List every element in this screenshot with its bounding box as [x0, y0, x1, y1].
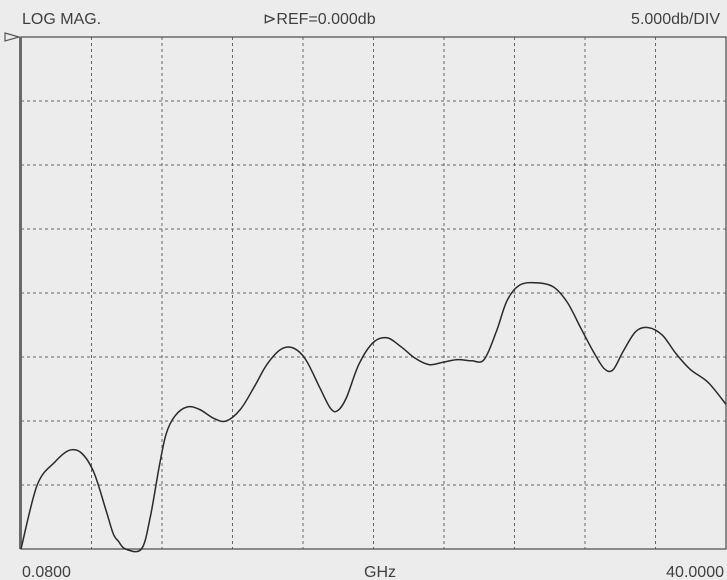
- reference-marker-icon: [4, 32, 22, 42]
- scale-label: 5.000db/DIV: [631, 11, 720, 28]
- format-label: LOG MAG.: [22, 11, 101, 28]
- stop-frequency-label: 40.0000: [666, 564, 724, 580]
- grid: [21, 37, 726, 549]
- start-frequency-label: 0.0800: [22, 564, 71, 580]
- left-edge-bar: [19, 37, 22, 549]
- frequency-unit-label: GHz: [364, 564, 396, 580]
- reference-label: ⊳REF=0.000db: [263, 11, 376, 28]
- plot-frame: [20, 36, 727, 550]
- trace-line: [20, 281, 727, 553]
